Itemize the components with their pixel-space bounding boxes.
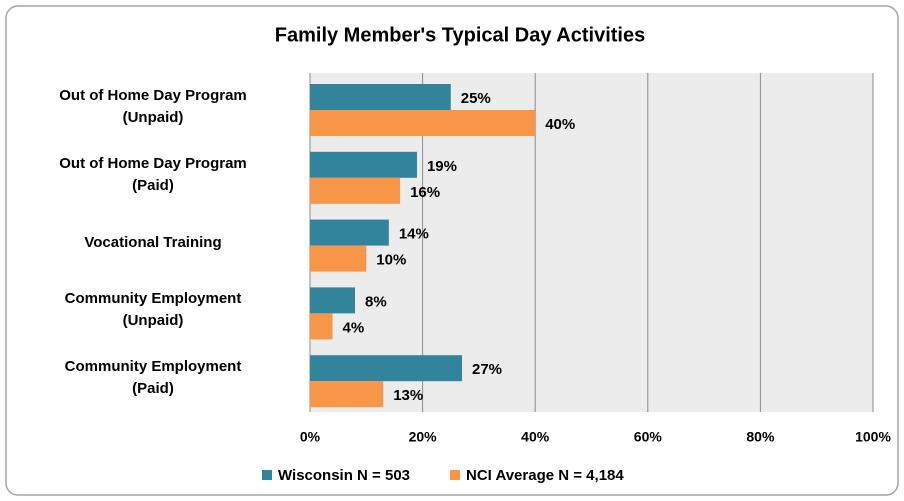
y-tick-label: Out of Home Day Program (Unpaid) [59,86,247,126]
data-label: 4% [343,319,365,336]
x-tick-label: 100% [855,429,891,445]
x-tick-label: 60% [634,429,663,445]
data-label: 8% [365,293,387,310]
data-label: 27% [472,361,502,378]
bar [310,287,356,314]
legend-label: Wisconsin N = 503 [278,467,410,484]
data-label: 13% [393,387,423,404]
data-label: 10% [376,252,406,269]
data-label: 19% [427,158,457,175]
data-label: 40% [545,116,575,133]
y-tick-label: Vocational Training [84,233,222,251]
y-tick-label: Out of Home Day Program (Paid) [59,154,247,194]
legend-swatch [262,470,272,480]
y-tick-label: Community Employment (Unpaid) [64,290,242,330]
x-tick-label: 20% [409,429,438,445]
x-tick-label: 40% [521,429,550,445]
data-label: 14% [399,226,429,243]
legend-swatch [450,470,460,480]
bar [310,381,384,408]
bar [310,219,389,246]
bar [310,84,451,110]
x-tick-label: 80% [746,429,775,445]
bar [310,313,333,340]
chart-title: Family Member's Typical Day Activities [275,24,645,46]
bar [310,177,401,204]
bar [310,110,536,136]
bar [310,245,367,272]
legend-label: NCI Average N = 4,184 [466,467,624,484]
bar [310,151,417,178]
x-tick-label: 0% [300,429,321,445]
y-tick-label: Community Employment (Paid) [64,358,242,398]
data-label: 16% [410,184,440,201]
data-label: 25% [461,90,491,107]
bar [310,355,463,382]
